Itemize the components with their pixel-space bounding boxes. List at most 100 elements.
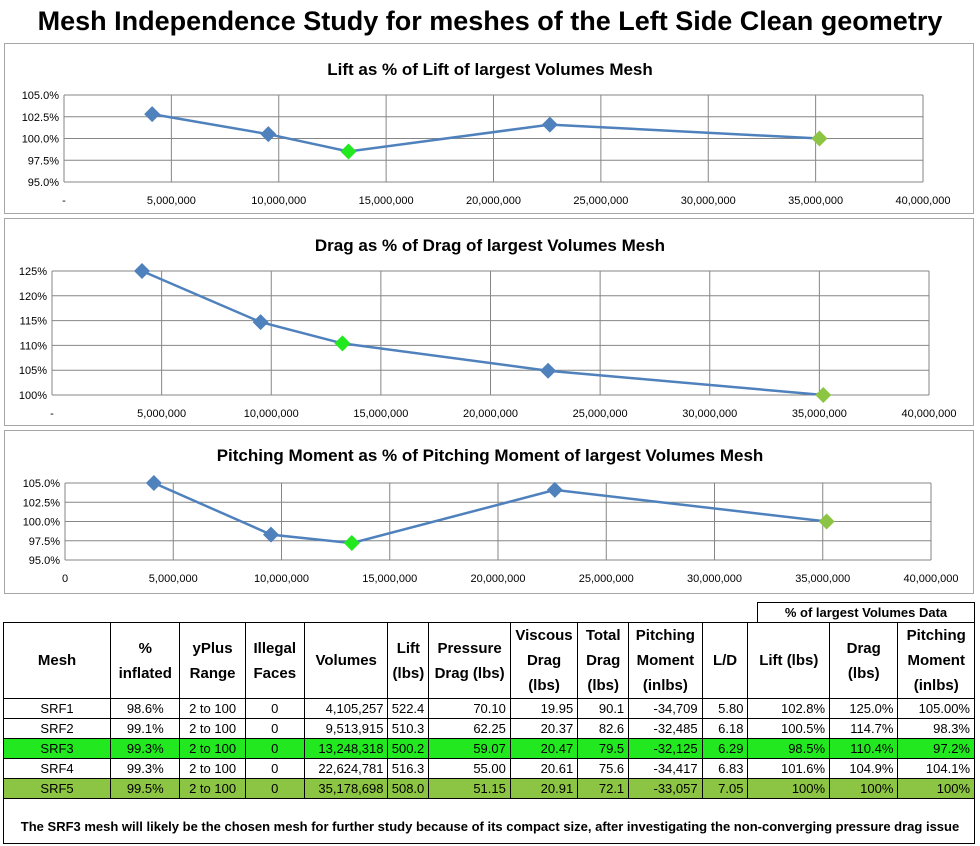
table-cell: 7.05 bbox=[701, 778, 749, 799]
table-cell: 516.3 bbox=[387, 758, 430, 779]
table-row: SRF3 99.3% 2 to 100 0 13,248,318 500.2 59.07 20… bbox=[2, 738, 975, 759]
table-cell: 100.5% bbox=[747, 718, 831, 739]
x-tick-label: 10,000,000 bbox=[251, 195, 306, 207]
table-cell: 55.00 bbox=[428, 758, 511, 779]
chart-title: Lift as % of Lift of largest Volumes Mes… bbox=[327, 60, 653, 79]
col-header: Illegal Faces bbox=[244, 622, 305, 699]
table-cell: 102.8% bbox=[747, 698, 831, 719]
table-cell: 6.18 bbox=[701, 718, 749, 739]
table-cell: 35,178,698 bbox=[303, 778, 389, 799]
x-tick-label: 5,000,000 bbox=[149, 573, 198, 585]
x-tick-label: 35,000,000 bbox=[795, 573, 850, 585]
table-cell: 51.15 bbox=[428, 778, 511, 799]
col-header: Lift (lbs) bbox=[387, 622, 430, 699]
table-cell: 101.6% bbox=[747, 758, 831, 779]
x-tick-label: 30,000,000 bbox=[687, 573, 742, 585]
table-cell: 62.25 bbox=[428, 718, 511, 739]
drag-chart: Drag as % of Drag of largest Volumes Mes… bbox=[4, 218, 974, 426]
y-tick-label: 125% bbox=[19, 266, 47, 278]
table-cell: 6.29 bbox=[701, 738, 749, 759]
series-line bbox=[153, 481, 827, 545]
table-cell: SRF3 bbox=[2, 738, 112, 759]
table-cell: 20.61 bbox=[509, 758, 579, 779]
y-tick-label: 97.5% bbox=[28, 155, 59, 167]
table-cell: 125.0% bbox=[829, 698, 899, 719]
y-tick-label: 95.0% bbox=[28, 177, 59, 189]
table-cell: 70.10 bbox=[428, 698, 511, 719]
table-cell: 98.5% bbox=[747, 738, 831, 759]
col-header: Pitching Moment (inlbs) bbox=[897, 622, 975, 699]
x-tick-label: 35,000,000 bbox=[792, 408, 847, 420]
y-tick-label: 100.0% bbox=[23, 517, 61, 529]
table-cell: -33,057 bbox=[628, 778, 703, 799]
table-cell: 20.47 bbox=[509, 738, 579, 759]
col-header: Pressure Drag (lbs) bbox=[428, 622, 511, 699]
x-tick-label: 10,000,000 bbox=[244, 408, 299, 420]
drag-chart-svg: Drag as % of Drag of largest Volumes Mes… bbox=[19, 236, 957, 420]
col-header: yPlus Range bbox=[179, 622, 246, 699]
data-point bbox=[815, 387, 832, 403]
table-cell: 98.3% bbox=[897, 718, 975, 739]
y-tick-label: 115% bbox=[20, 316, 48, 328]
y-tick-label: 102.5% bbox=[23, 497, 61, 509]
table-cell: 2 to 100 bbox=[179, 698, 246, 719]
x-tick-label: 20,000,000 bbox=[463, 408, 518, 420]
x-tick-label: 25,000,000 bbox=[573, 195, 628, 207]
data-point bbox=[262, 526, 279, 543]
y-tick-label: 105.0% bbox=[22, 90, 60, 102]
col-header: Drag (lbs) bbox=[829, 622, 899, 699]
x-tick-label: 40,000,000 bbox=[901, 408, 956, 420]
table-cell: 6.83 bbox=[701, 758, 749, 779]
table-cell: -34,709 bbox=[628, 698, 703, 719]
table-cell: 0 bbox=[244, 738, 305, 759]
results-table: Mesh % inflated yPlus Range Illegal Face… bbox=[2, 622, 975, 799]
table-cell: -34,417 bbox=[628, 758, 703, 779]
data-point bbox=[252, 314, 269, 331]
data-point bbox=[145, 475, 162, 491]
pitching-moment-chart-svg: Pitching Moment as % of Pitching Moment … bbox=[23, 446, 959, 585]
col-header: Mesh bbox=[2, 622, 112, 699]
data-point bbox=[334, 335, 351, 352]
col-header: Lift (lbs) bbox=[747, 622, 831, 699]
table-cell: 2 to 100 bbox=[179, 758, 246, 779]
table-cell: 98.6% bbox=[110, 698, 181, 719]
y-tick-label: 95.0% bbox=[29, 555, 60, 567]
lift-chart: Lift as % of Lift of largest Volumes Mes… bbox=[4, 43, 974, 214]
x-tick-label: - bbox=[50, 408, 54, 420]
chart-title: Pitching Moment as % of Pitching Moment … bbox=[217, 446, 764, 465]
table-cell: SRF2 bbox=[2, 718, 112, 739]
x-tick-label: 15,000,000 bbox=[359, 195, 414, 207]
data-point bbox=[134, 263, 151, 279]
table-cell: 99.5% bbox=[110, 778, 181, 799]
x-tick-label: 0 bbox=[62, 573, 68, 585]
table-cell: 99.3% bbox=[110, 738, 181, 759]
table-cell: SRF1 bbox=[2, 698, 112, 719]
table-row: SRF2 99.1% 2 to 100 0 9,513,915 510.3 62.25 20.… bbox=[2, 718, 975, 739]
data-point bbox=[340, 143, 357, 160]
table-cell: -32,485 bbox=[628, 718, 703, 739]
table-cell: SRF5 bbox=[2, 778, 112, 799]
table-cell: 100% bbox=[897, 778, 975, 799]
series-line bbox=[141, 269, 824, 397]
x-tick-label: 5,000,000 bbox=[137, 408, 186, 420]
col-header: Total Drag (lbs) bbox=[577, 622, 630, 699]
table-cell: -32,125 bbox=[628, 738, 703, 759]
table-cell: 9,513,915 bbox=[303, 718, 389, 739]
x-tick-label: 40,000,000 bbox=[903, 573, 958, 585]
table-cell: 59.07 bbox=[428, 738, 511, 759]
table-row: SRF4 99.3% 2 to 100 0 22,624,781 516.3 55.00 20… bbox=[2, 758, 975, 779]
data-point bbox=[818, 513, 835, 530]
y-tick-label: 120% bbox=[19, 291, 47, 303]
x-tick-label: 10,000,000 bbox=[254, 573, 309, 585]
x-tick-label: 20,000,000 bbox=[466, 195, 521, 207]
table-cell: 4,105,257 bbox=[303, 698, 389, 719]
footnote: The SRF3 mesh will likely be the chosen … bbox=[20, 819, 960, 834]
y-tick-label: 105% bbox=[19, 365, 47, 377]
table-cell: 114.7% bbox=[829, 718, 899, 739]
pitching-moment-chart: Pitching Moment as % of Pitching Moment … bbox=[4, 430, 974, 594]
col-header: % inflated bbox=[110, 622, 181, 699]
table-cell: 2 to 100 bbox=[179, 718, 246, 739]
table-row: SRF1 98.6% 2 to 100 0 4,105,257 522.4 70.10 19.… bbox=[2, 698, 975, 719]
table-cell: 13,248,318 bbox=[303, 738, 389, 759]
table-cell: 99.3% bbox=[110, 758, 181, 779]
